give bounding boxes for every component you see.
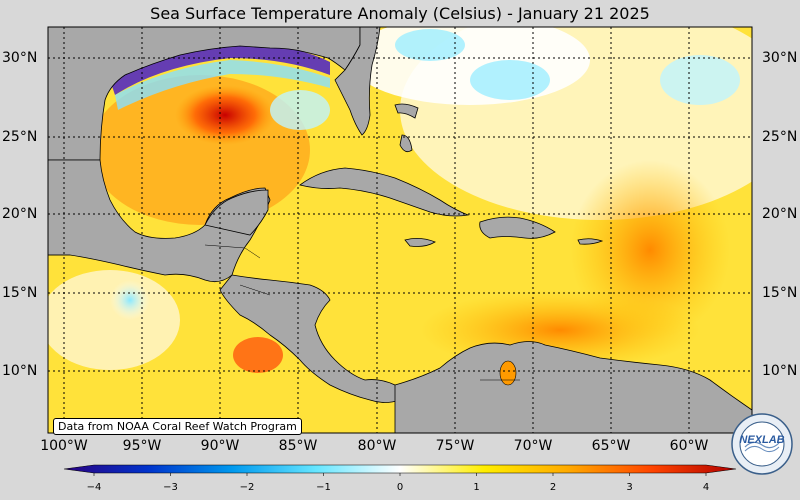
lat-label-20n-left: 20°N: [2, 206, 38, 222]
lon-label-85w: 85°W: [278, 438, 318, 454]
colorbar-tick-label: 4: [702, 482, 710, 493]
nexlab-logo: NEXLAB: [731, 413, 793, 475]
lat-label-30n-left: 30°N: [2, 50, 38, 66]
map-frame: [47, 26, 753, 434]
colorbar-tick-label: 0: [396, 482, 404, 493]
lat-label-10n-left: 10°N: [2, 363, 38, 379]
lon-label-100w: 100°W: [40, 438, 88, 454]
colorbar: [63, 464, 737, 476]
map-title: Sea Surface Temperature Anomaly (Celsius…: [150, 4, 650, 23]
colorbar-tick-label: −1: [316, 482, 331, 493]
country-borders: [48, 244, 520, 381]
colorbar-tick-label: −4: [86, 482, 102, 493]
data-credit: Data from NOAA Coral Reef Watch Program: [53, 418, 302, 435]
lat-label-25n-right: 25°N: [762, 129, 798, 145]
lon-label-95w: 95°W: [122, 438, 162, 454]
lat-label-10n-right: 10°N: [762, 363, 798, 379]
lon-label-80w: 80°W: [357, 438, 397, 454]
lon-label-65w: 65°W: [591, 438, 631, 454]
map-area: [48, 27, 752, 433]
lon-label-90w: 90°W: [200, 438, 240, 454]
lat-label-15n-left: 15°N: [2, 285, 38, 301]
colorbar-tick-label: 3: [626, 482, 633, 493]
colorbar-tick-label: 1: [473, 482, 480, 493]
lon-label-60w: 60°W: [669, 438, 709, 454]
logo-text: NEXLAB: [739, 434, 784, 446]
colorbar-tick-label: −2: [239, 482, 255, 493]
colorbar-tick-label: −3: [163, 482, 178, 493]
graticule: [48, 27, 752, 433]
lat-label-20n-right: 20°N: [762, 206, 798, 222]
lat-label-25n-left: 25°N: [2, 129, 38, 145]
lon-label-75w: 75°W: [435, 438, 475, 454]
lon-label-70w: 70°W: [513, 438, 553, 454]
lat-label-15n-right: 15°N: [762, 285, 798, 301]
land-masses: [48, 27, 752, 433]
lat-label-30n-right: 30°N: [762, 50, 798, 66]
colorbar-tick-label: 2: [549, 482, 557, 493]
